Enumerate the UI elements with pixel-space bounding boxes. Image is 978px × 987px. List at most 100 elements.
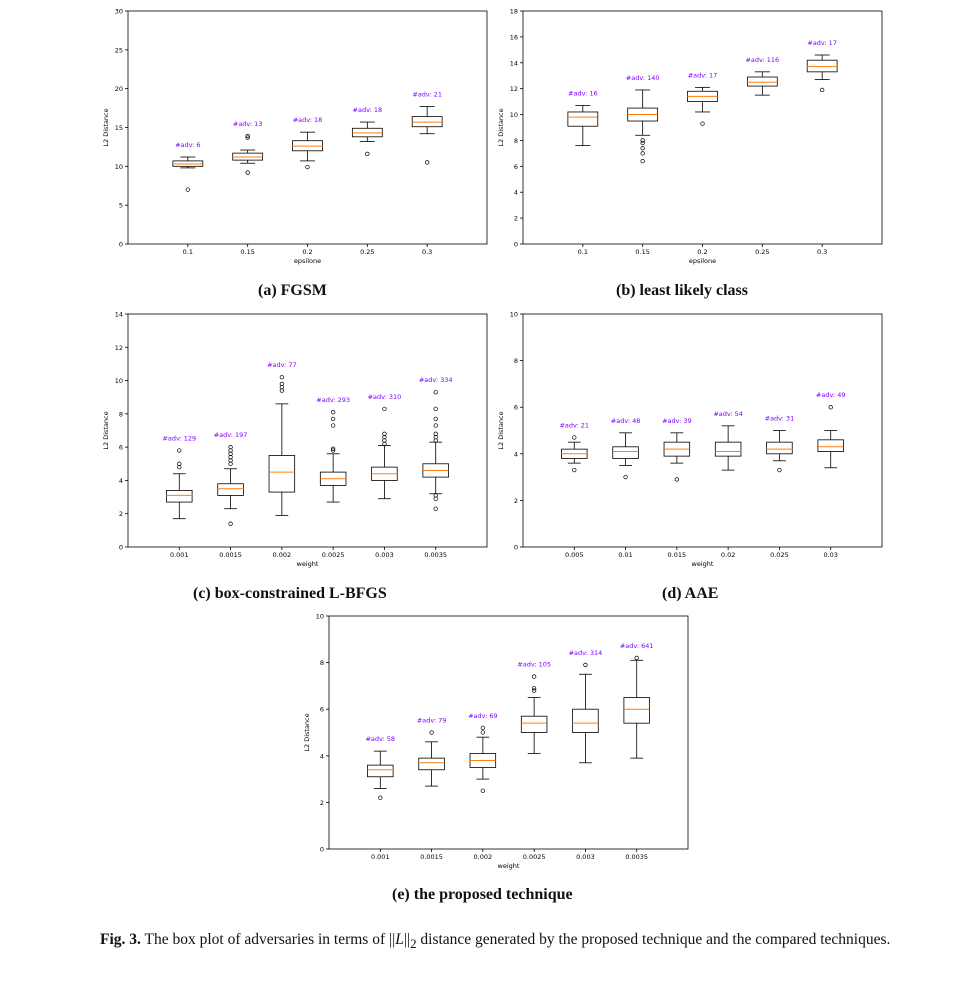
x-tick-label: 0.2	[302, 248, 312, 256]
outlier-point	[640, 140, 645, 146]
x-axis-label: epsilone	[689, 257, 716, 265]
adv-count-label: #adv: 18	[353, 106, 383, 114]
x-tick-label: 0.002	[273, 551, 292, 559]
adv-count-label: #adv: 58	[365, 735, 395, 743]
x-tick-label: 0.25	[360, 248, 374, 256]
outlier-point	[305, 164, 310, 170]
outlier-point	[433, 431, 438, 436]
adv-count-label: #adv: 334	[419, 376, 453, 384]
adv-count-label: #adv: 31	[765, 415, 795, 423]
box	[217, 483, 244, 496]
y-tick-label: 0	[320, 846, 324, 854]
outlier-point	[185, 187, 190, 192]
caption-aae: (d) AAE	[662, 585, 719, 602]
box	[367, 764, 394, 778]
box	[520, 715, 548, 733]
caption-least-likely: (b) least likely class	[616, 282, 748, 299]
outlier-point	[433, 406, 438, 412]
outlier-point	[634, 655, 639, 661]
x-tick-label: 0.0015	[420, 853, 443, 861]
x-tick-label: 0.01	[618, 551, 632, 559]
y-tick-label: 10	[115, 163, 123, 171]
y-tick-label: 6	[514, 404, 518, 412]
adv-count-label: #adv: 77	[267, 361, 297, 369]
outlier-point	[531, 688, 537, 693]
y-tick-label: 15	[115, 124, 123, 132]
box	[817, 439, 844, 452]
caption-fgsm: (a) FGSM	[258, 282, 327, 299]
outlier-point	[378, 795, 383, 800]
outlier-point	[480, 788, 486, 793]
outlier-point	[330, 423, 336, 428]
outlier-point	[330, 448, 336, 453]
outlier-point	[279, 375, 285, 380]
x-tick-label: 0.0025	[523, 853, 546, 861]
x-tick-label: 0.25	[755, 248, 769, 256]
x-tick-label: 0.003	[375, 551, 394, 559]
y-tick-label: 6	[119, 444, 123, 452]
outlier-point	[674, 477, 680, 482]
y-tick-label: 8	[514, 137, 518, 145]
box	[351, 127, 383, 138]
y-tick-label: 2	[514, 215, 518, 223]
box	[418, 757, 445, 771]
y-tick-label: 6	[320, 706, 324, 714]
x-tick-label: 0.0025	[322, 551, 345, 559]
adv-count-label: #adv: 69	[468, 712, 498, 720]
figure-caption: Fig. 3. The box plot of adversaries in t…	[100, 929, 900, 955]
outlier-point	[480, 725, 486, 730]
adv-count-label: #adv: 641	[620, 642, 654, 650]
box	[687, 90, 718, 103]
box	[663, 441, 691, 457]
adv-count-label: #adv: 21	[412, 91, 442, 99]
figure-text-1: The box plot of adversaries in terms of …	[144, 931, 396, 948]
adv-count-label: #adv: 314	[569, 649, 603, 657]
x-tick-label: 0.3	[422, 248, 432, 256]
x-tick-label: 0.03	[823, 551, 837, 559]
y-tick-label: 5	[119, 202, 123, 210]
outlier-point	[433, 423, 438, 428]
plot-frame	[127, 10, 488, 245]
box	[319, 471, 347, 486]
x-tick-label: 0.1	[183, 248, 193, 256]
x-tick-label: 0.001	[371, 853, 390, 861]
y-tick-label: 2	[320, 799, 324, 807]
adv-count-label: #adv: 197	[214, 431, 248, 439]
y-tick-label: 6	[514, 163, 518, 171]
plot-frame	[522, 313, 883, 548]
adv-count-label: #adv: 49	[816, 391, 846, 399]
outlier-point	[382, 438, 387, 443]
figure-text-sub: 2	[410, 936, 417, 952]
outlier-point	[700, 121, 705, 126]
y-tick-label: 8	[320, 659, 324, 667]
y-tick-label: 2	[119, 510, 123, 518]
adv-count-label: #adv: 48	[611, 417, 641, 425]
adv-count-label: #adv: 21	[559, 421, 589, 429]
outlier-point	[228, 458, 233, 463]
box	[627, 107, 659, 122]
y-tick-label: 10	[115, 377, 123, 385]
outlier-point	[177, 464, 182, 470]
y-tick-label: 12	[510, 85, 518, 93]
outlier-point	[330, 446, 336, 451]
adv-count-label: #adv: 6	[175, 141, 200, 149]
y-tick-label: 4	[514, 450, 518, 458]
figure-text-2: distance generated by the proposed techn…	[416, 931, 891, 948]
box	[371, 466, 398, 481]
caption-proposed: (e) the proposed technique	[392, 886, 573, 903]
box	[172, 160, 204, 167]
adv-count-label: #adv: 17	[688, 71, 718, 79]
x-tick-label: 0.005	[565, 551, 584, 559]
adv-count-label: #adv: 79	[417, 717, 447, 725]
x-axis-label: weight	[498, 862, 520, 870]
box	[623, 697, 650, 724]
outlier-point	[433, 496, 438, 501]
x-tick-label: 0.015	[668, 551, 687, 559]
x-tick-label: 0.0035	[625, 853, 648, 861]
adv-count-label: #adv: 129	[162, 434, 196, 442]
outlier-point	[382, 441, 387, 446]
y-tick-label: 14	[510, 59, 518, 67]
outlier-point	[228, 448, 233, 453]
y-tick-label: 14	[115, 311, 123, 319]
outlier-point	[245, 135, 250, 140]
